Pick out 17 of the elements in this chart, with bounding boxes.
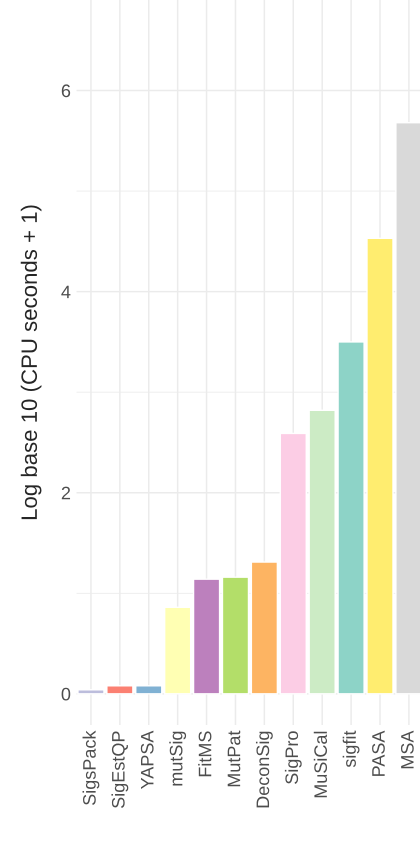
y-tick-label: 4 — [61, 286, 70, 298]
x-tick-label: PASA — [372, 730, 385, 776]
y-tick-label: 6 — [62, 84, 70, 98]
x-tick-label: DeconSig — [256, 732, 273, 808]
x-tick-label: sigfit — [342, 730, 360, 768]
y-tick-label: 2 — [62, 486, 70, 500]
x-tick-label: MutPat — [228, 730, 240, 786]
x-tick-label: SigEstQP — [111, 732, 128, 808]
y-tick-label: 0 — [62, 688, 70, 701]
x-tick-label: SigPro — [284, 731, 302, 784]
y-axis-title: Log base 10 (CPU seconds + 1) — [20, 205, 42, 520]
x-tick-label: YAPSA — [140, 730, 154, 790]
x-tick-label: mutSig — [169, 732, 186, 786]
x-tick-label: MSA — [400, 730, 414, 768]
x-tick-label: SigsPack — [82, 730, 100, 805]
x-tick-label: FitMS — [198, 731, 212, 776]
x-tick-label: MuSiCal — [314, 732, 328, 798]
